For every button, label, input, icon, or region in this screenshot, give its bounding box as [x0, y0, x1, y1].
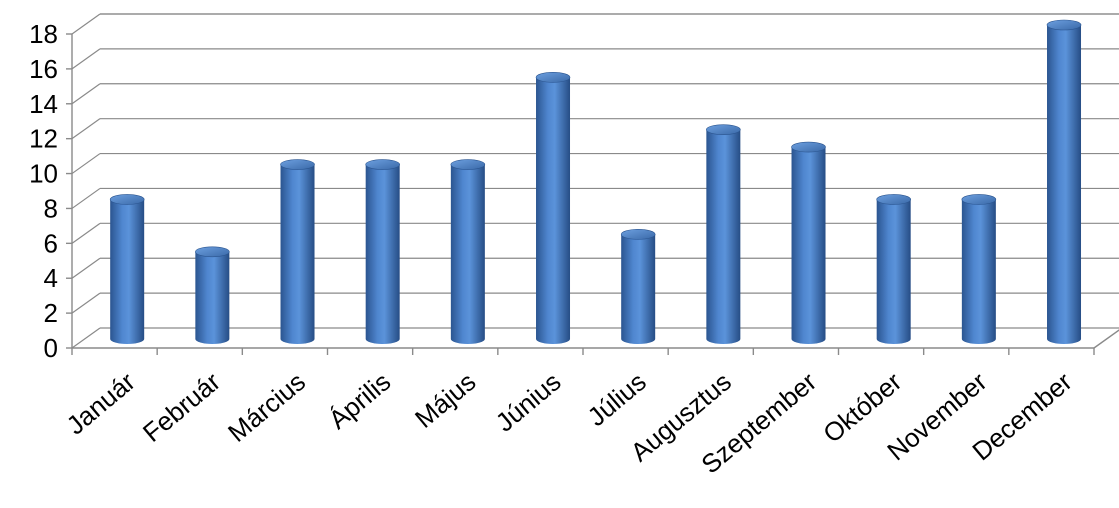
gridline-side [71, 118, 101, 140]
bar-body [450, 164, 485, 344]
y-tick-label: 12 [29, 124, 58, 154]
bar-body [365, 164, 400, 344]
gridline-side [71, 187, 101, 209]
y-tick-label: 8 [44, 193, 58, 223]
bar-cap [109, 194, 145, 205]
axes [66, 33, 1119, 355]
bar [280, 159, 315, 344]
bar [450, 159, 486, 344]
bar-cap [1046, 19, 1082, 31]
bar-body [195, 251, 230, 344]
bars [109, 19, 1082, 344]
bar [1046, 19, 1082, 344]
gridline-side [71, 13, 101, 35]
bar [535, 72, 571, 344]
bar-body [876, 199, 911, 344]
gridline-side [71, 153, 101, 175]
y-tick-label: 10 [29, 159, 58, 189]
x-category-label: Március [222, 366, 311, 447]
bar [706, 124, 741, 344]
bar [791, 141, 826, 344]
bar-body [280, 164, 315, 344]
bar [961, 194, 997, 344]
bar-cap [365, 159, 400, 170]
bar-body [961, 199, 996, 344]
floor-right-edge [1093, 329, 1119, 349]
y-tick-label: 16 [29, 54, 58, 84]
bar-cap [535, 72, 571, 83]
gridline-side [71, 83, 101, 105]
gridline-side [71, 48, 101, 70]
bar-cap [195, 246, 230, 258]
y-tick-label: 6 [44, 228, 58, 258]
x-category-label: Február [137, 366, 226, 448]
gridlines [71, 13, 1119, 349]
x-category-label: Június [490, 366, 567, 437]
x-category-label: Július [582, 366, 652, 432]
gridline-side [71, 257, 101, 279]
bar [195, 246, 230, 344]
bar-body [791, 147, 826, 344]
bar-body [621, 234, 656, 344]
y-tick-label: 2 [44, 298, 58, 328]
y-tick-label: 14 [29, 89, 58, 119]
gridline-side [71, 327, 101, 349]
bar-body [1047, 25, 1082, 344]
bar-body [110, 199, 145, 344]
bar-cap [280, 159, 315, 170]
x-category-label: Május [409, 366, 481, 434]
bar-cap [620, 229, 656, 240]
bar-body [536, 77, 571, 344]
bar [620, 229, 656, 344]
bar-cap [791, 141, 826, 153]
bar-body [706, 129, 741, 344]
gridline-side [71, 292, 101, 314]
y-tick-label: 0 [44, 333, 58, 363]
x-category-label: Április [323, 366, 397, 434]
bar [109, 194, 145, 344]
bar [876, 194, 911, 344]
bar-cap [450, 159, 486, 170]
bar [365, 159, 400, 344]
y-tick-label: 18 [29, 19, 58, 49]
bar-cap [706, 124, 741, 135]
y-tick-labels: 0 2 4 6 8 10 12 14 16 18 [29, 19, 58, 363]
bar-cap [961, 194, 997, 205]
gridline-side [71, 222, 101, 244]
y-tick-label: 4 [44, 263, 58, 293]
x-category-label: Január [61, 366, 141, 440]
bar-cap [876, 194, 911, 205]
